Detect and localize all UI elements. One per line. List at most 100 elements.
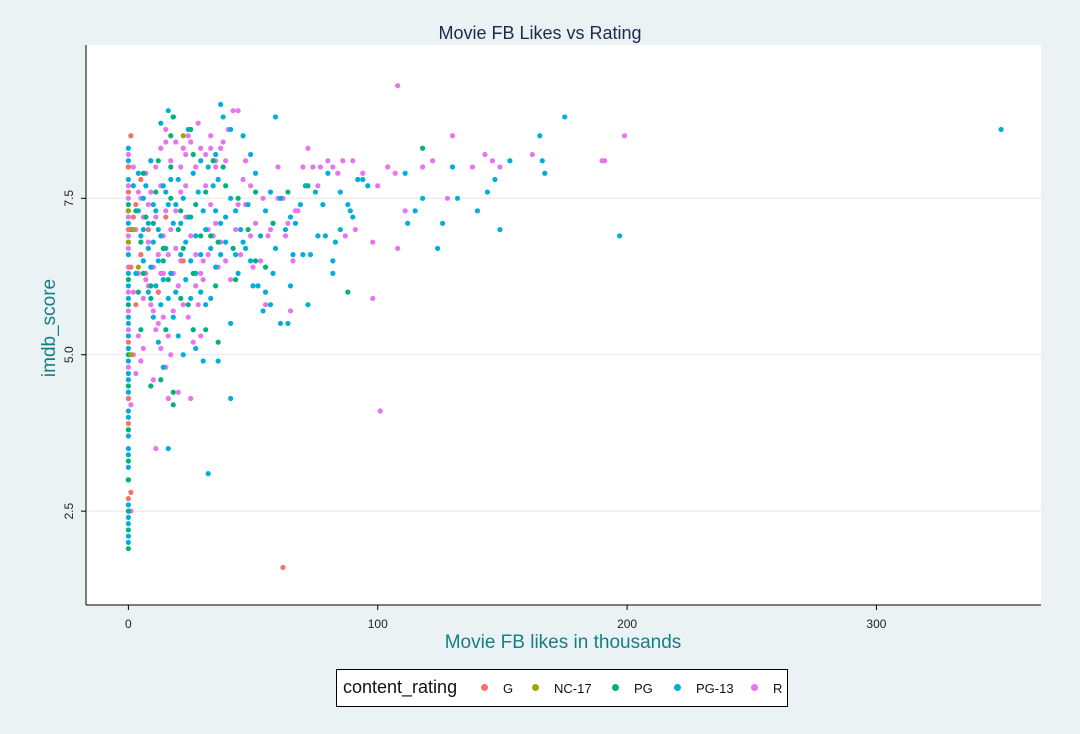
x-tick-label: 200 (617, 617, 637, 631)
point-r (125, 214, 131, 220)
point-pg (170, 402, 176, 408)
point-pg13 (267, 302, 274, 308)
point-pg13 (170, 220, 176, 226)
point-r (218, 145, 224, 151)
point-pg13 (125, 514, 131, 521)
point-pg13 (203, 226, 209, 233)
point-pg13 (260, 308, 266, 314)
point-r (165, 395, 171, 402)
point-pg13 (315, 233, 321, 239)
point-pg13 (285, 320, 291, 327)
point-r (208, 133, 214, 139)
point-pg13 (210, 183, 216, 189)
point-pg13 (125, 533, 131, 539)
point-pg13 (300, 252, 306, 258)
point-pg13 (143, 183, 149, 189)
point-r (153, 327, 159, 333)
point-pg13 (257, 233, 264, 239)
y-tick-label: 7.5 (62, 190, 76, 207)
point-r (125, 151, 131, 158)
point-pg (135, 289, 141, 295)
point-pg (188, 126, 194, 133)
point-g (280, 564, 286, 571)
point-r (375, 183, 381, 189)
point-pg13 (165, 295, 171, 302)
point-pg13 (125, 502, 131, 508)
point-pg13 (173, 289, 179, 295)
point-r (370, 295, 376, 302)
point-pg13 (180, 195, 186, 201)
point-r (178, 164, 184, 170)
point-pg13 (165, 201, 171, 208)
point-r (198, 145, 204, 151)
point-pg13 (205, 471, 211, 477)
point-r (621, 133, 628, 139)
point-pg (125, 277, 131, 283)
point-r (240, 176, 246, 183)
point-r (340, 158, 346, 164)
point-pg13 (150, 239, 156, 245)
point-r (188, 395, 194, 402)
point-pg (148, 383, 154, 389)
point-pg13 (125, 539, 131, 546)
point-pg13 (125, 252, 131, 258)
point-r (185, 133, 191, 139)
x-tick-label: 100 (368, 617, 388, 631)
point-pg13 (282, 226, 289, 233)
point-r (125, 308, 131, 314)
point-pg13 (537, 133, 543, 139)
point-r (180, 145, 186, 151)
point-g (125, 164, 131, 170)
point-r (195, 120, 201, 126)
point-r (173, 245, 179, 251)
point-g (130, 214, 136, 220)
x-axis-label: Movie FB likes in thousands (444, 632, 682, 653)
point-r (228, 277, 234, 283)
point-r (230, 108, 236, 114)
point-pg13 (474, 208, 481, 214)
point-pg13 (322, 233, 328, 239)
point-pg13 (228, 126, 234, 133)
point-r (220, 139, 226, 145)
legend-label-pg13: PG-13 (696, 681, 734, 696)
point-pg13 (439, 220, 446, 226)
point-pg13 (297, 201, 304, 208)
point-pg (252, 189, 259, 195)
point-pg13 (145, 220, 151, 226)
point-pg13 (125, 358, 131, 364)
y-axis-label: imdb_score (39, 278, 60, 378)
point-r (482, 151, 488, 158)
point-pg13 (507, 158, 513, 164)
point-r (138, 358, 144, 364)
legend-marker-pg (612, 684, 619, 691)
point-pg13 (287, 214, 294, 220)
point-pg13 (135, 170, 141, 176)
point-pg (168, 195, 174, 201)
point-pg (170, 114, 176, 120)
point-g (125, 395, 131, 402)
point-pg (252, 258, 259, 264)
point-r (165, 333, 171, 339)
point-r (150, 377, 156, 383)
point-pg13 (215, 176, 221, 183)
point-r (237, 252, 244, 258)
point-r (247, 183, 254, 189)
point-pg13 (150, 314, 156, 320)
y-tick-label: 2.5 (62, 502, 76, 519)
point-r (193, 283, 199, 289)
point-pg13 (252, 170, 259, 176)
point-pg13 (325, 170, 331, 176)
point-pg13 (188, 295, 194, 302)
point-pg13 (617, 233, 623, 239)
point-r (125, 195, 131, 201)
point-pg13 (223, 214, 229, 220)
gridlines (86, 197, 1041, 512)
point-r (335, 170, 341, 176)
point-pg (190, 151, 196, 158)
point-pg (125, 302, 131, 308)
point-pg13 (140, 195, 146, 201)
point-r (360, 170, 366, 176)
point-r (489, 158, 496, 164)
legend-marker-nc17 (532, 684, 539, 691)
point-r (203, 183, 209, 189)
